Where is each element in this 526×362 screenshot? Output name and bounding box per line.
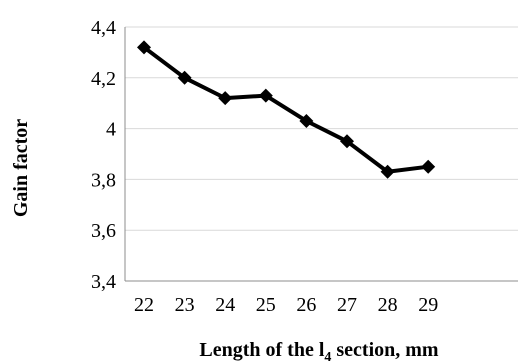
y-tick-labels: 3,4 3,6 3,8 4 4,2 4,4 [91,17,116,293]
series-line [142,45,429,174]
y-axis-title: Gain factor [10,119,32,217]
y-tick-label: 3,8 [91,169,116,191]
x-axis-title: Length of the l4 section, mm [199,339,439,362]
x-axis-title-main: Length of the l [199,339,324,361]
x-tick-label: 22 [134,294,154,316]
x-tick-label: 27 [337,294,357,316]
data-point [299,113,314,128]
y-tick-label: 3,6 [91,220,116,242]
data-point [340,134,354,149]
x-axis-title-subscript: 4 [324,350,331,362]
x-axis-title-suffix: section, mm [331,339,439,361]
series-line-group [137,40,436,179]
data-point [177,70,192,85]
data-point [258,88,273,103]
y-tick-label: 4,4 [91,17,116,39]
data-point [137,40,151,55]
y-tick-label: 4,2 [91,68,116,90]
data-point [218,91,233,106]
x-tick-label: 25 [256,294,276,316]
y-tick-label: 4 [106,119,116,141]
y-tick-label: 3,4 [91,271,116,293]
x-tick-label: 23 [175,294,195,316]
x-tick-label: 28 [378,294,398,316]
data-point [421,159,436,174]
x-tick-label: 26 [296,294,316,316]
axes [124,27,518,282]
x-tick-labels: 22 23 24 25 26 27 28 29 [134,294,438,316]
x-tick-label: 29 [418,294,438,316]
data-point [380,164,395,179]
x-tick-label: 24 [215,294,235,316]
